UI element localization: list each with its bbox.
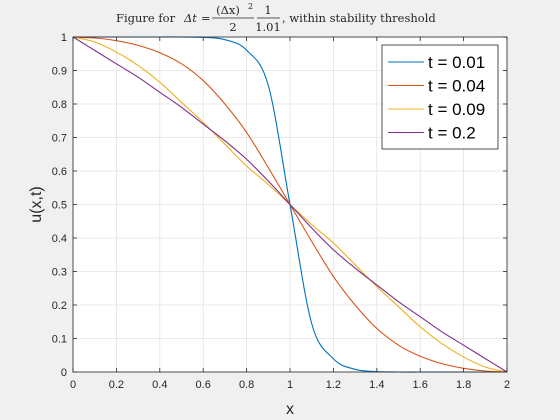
chart-title: Figure for Δt = (Δx) 2 2 1 1.01 , within… — [116, 2, 436, 34]
series-line-4 — [72, 36, 508, 373]
y-tick-label: 0.7 — [52, 133, 67, 145]
title-frac2-den: 1.01 — [255, 20, 281, 34]
legend-label-3: t = 0.09 — [428, 100, 485, 119]
x-tick-label: 0.8 — [239, 379, 254, 391]
title-frac1-exp: 2 — [248, 2, 253, 11]
y-tick-label: 1 — [61, 32, 67, 44]
title-frac2-num: 1 — [264, 3, 271, 17]
x-tick-label: 1.6 — [413, 379, 428, 391]
x-tick-label: 1.4 — [369, 379, 384, 391]
y-tick-label: 0.4 — [52, 233, 67, 245]
title-frac1-den: 2 — [229, 20, 236, 34]
y-tick-label: 0.9 — [52, 66, 67, 78]
title-prefix: Figure for — [116, 11, 176, 25]
x-tick-label: 1.8 — [456, 379, 471, 391]
title-frac1-num: (Δx) — [216, 3, 240, 17]
legend-label-1: t = 0.01 — [428, 53, 485, 72]
x-tick-label: 2 — [504, 379, 510, 391]
legend: t = 0.01 t = 0.04 t = 0.09 t = 0.2 — [381, 44, 499, 150]
x-tick-label: 0.2 — [109, 379, 124, 391]
title-equals: = — [201, 11, 211, 25]
x-tick-label: 0 — [70, 379, 76, 391]
y-tick-label: 0.6 — [52, 166, 67, 178]
y-tick-label: 0.5 — [52, 200, 67, 212]
y-tick-label: 0.8 — [52, 99, 67, 111]
x-tick-label: 0.4 — [152, 379, 167, 391]
legend-label-4: t = 0.2 — [428, 124, 476, 143]
x-tick-label: 0.6 — [196, 379, 211, 391]
y-tick-label: 0.1 — [52, 334, 67, 346]
title-suffix: , within stability threshold — [282, 11, 436, 25]
y-tick-label: 0 — [61, 367, 67, 379]
ticks: 0 0.2 0.4 0.6 0.8 1 1.2 1.4 1.6 1.8 2 0 0.1 0.2 0.3 0.4… — [52, 32, 510, 391]
y-tick-label: 0.3 — [52, 267, 67, 279]
legend-label-2: t = 0.04 — [428, 77, 485, 96]
y-tick-label: 0.2 — [52, 300, 67, 312]
title-delta-t: Δt — [183, 11, 197, 25]
x-tick-label: 1.2 — [326, 379, 341, 391]
x-axis-label: x — [286, 401, 294, 418]
x-tick-label: 1 — [287, 379, 293, 391]
y-axis-label: u(x,t) — [28, 186, 45, 222]
